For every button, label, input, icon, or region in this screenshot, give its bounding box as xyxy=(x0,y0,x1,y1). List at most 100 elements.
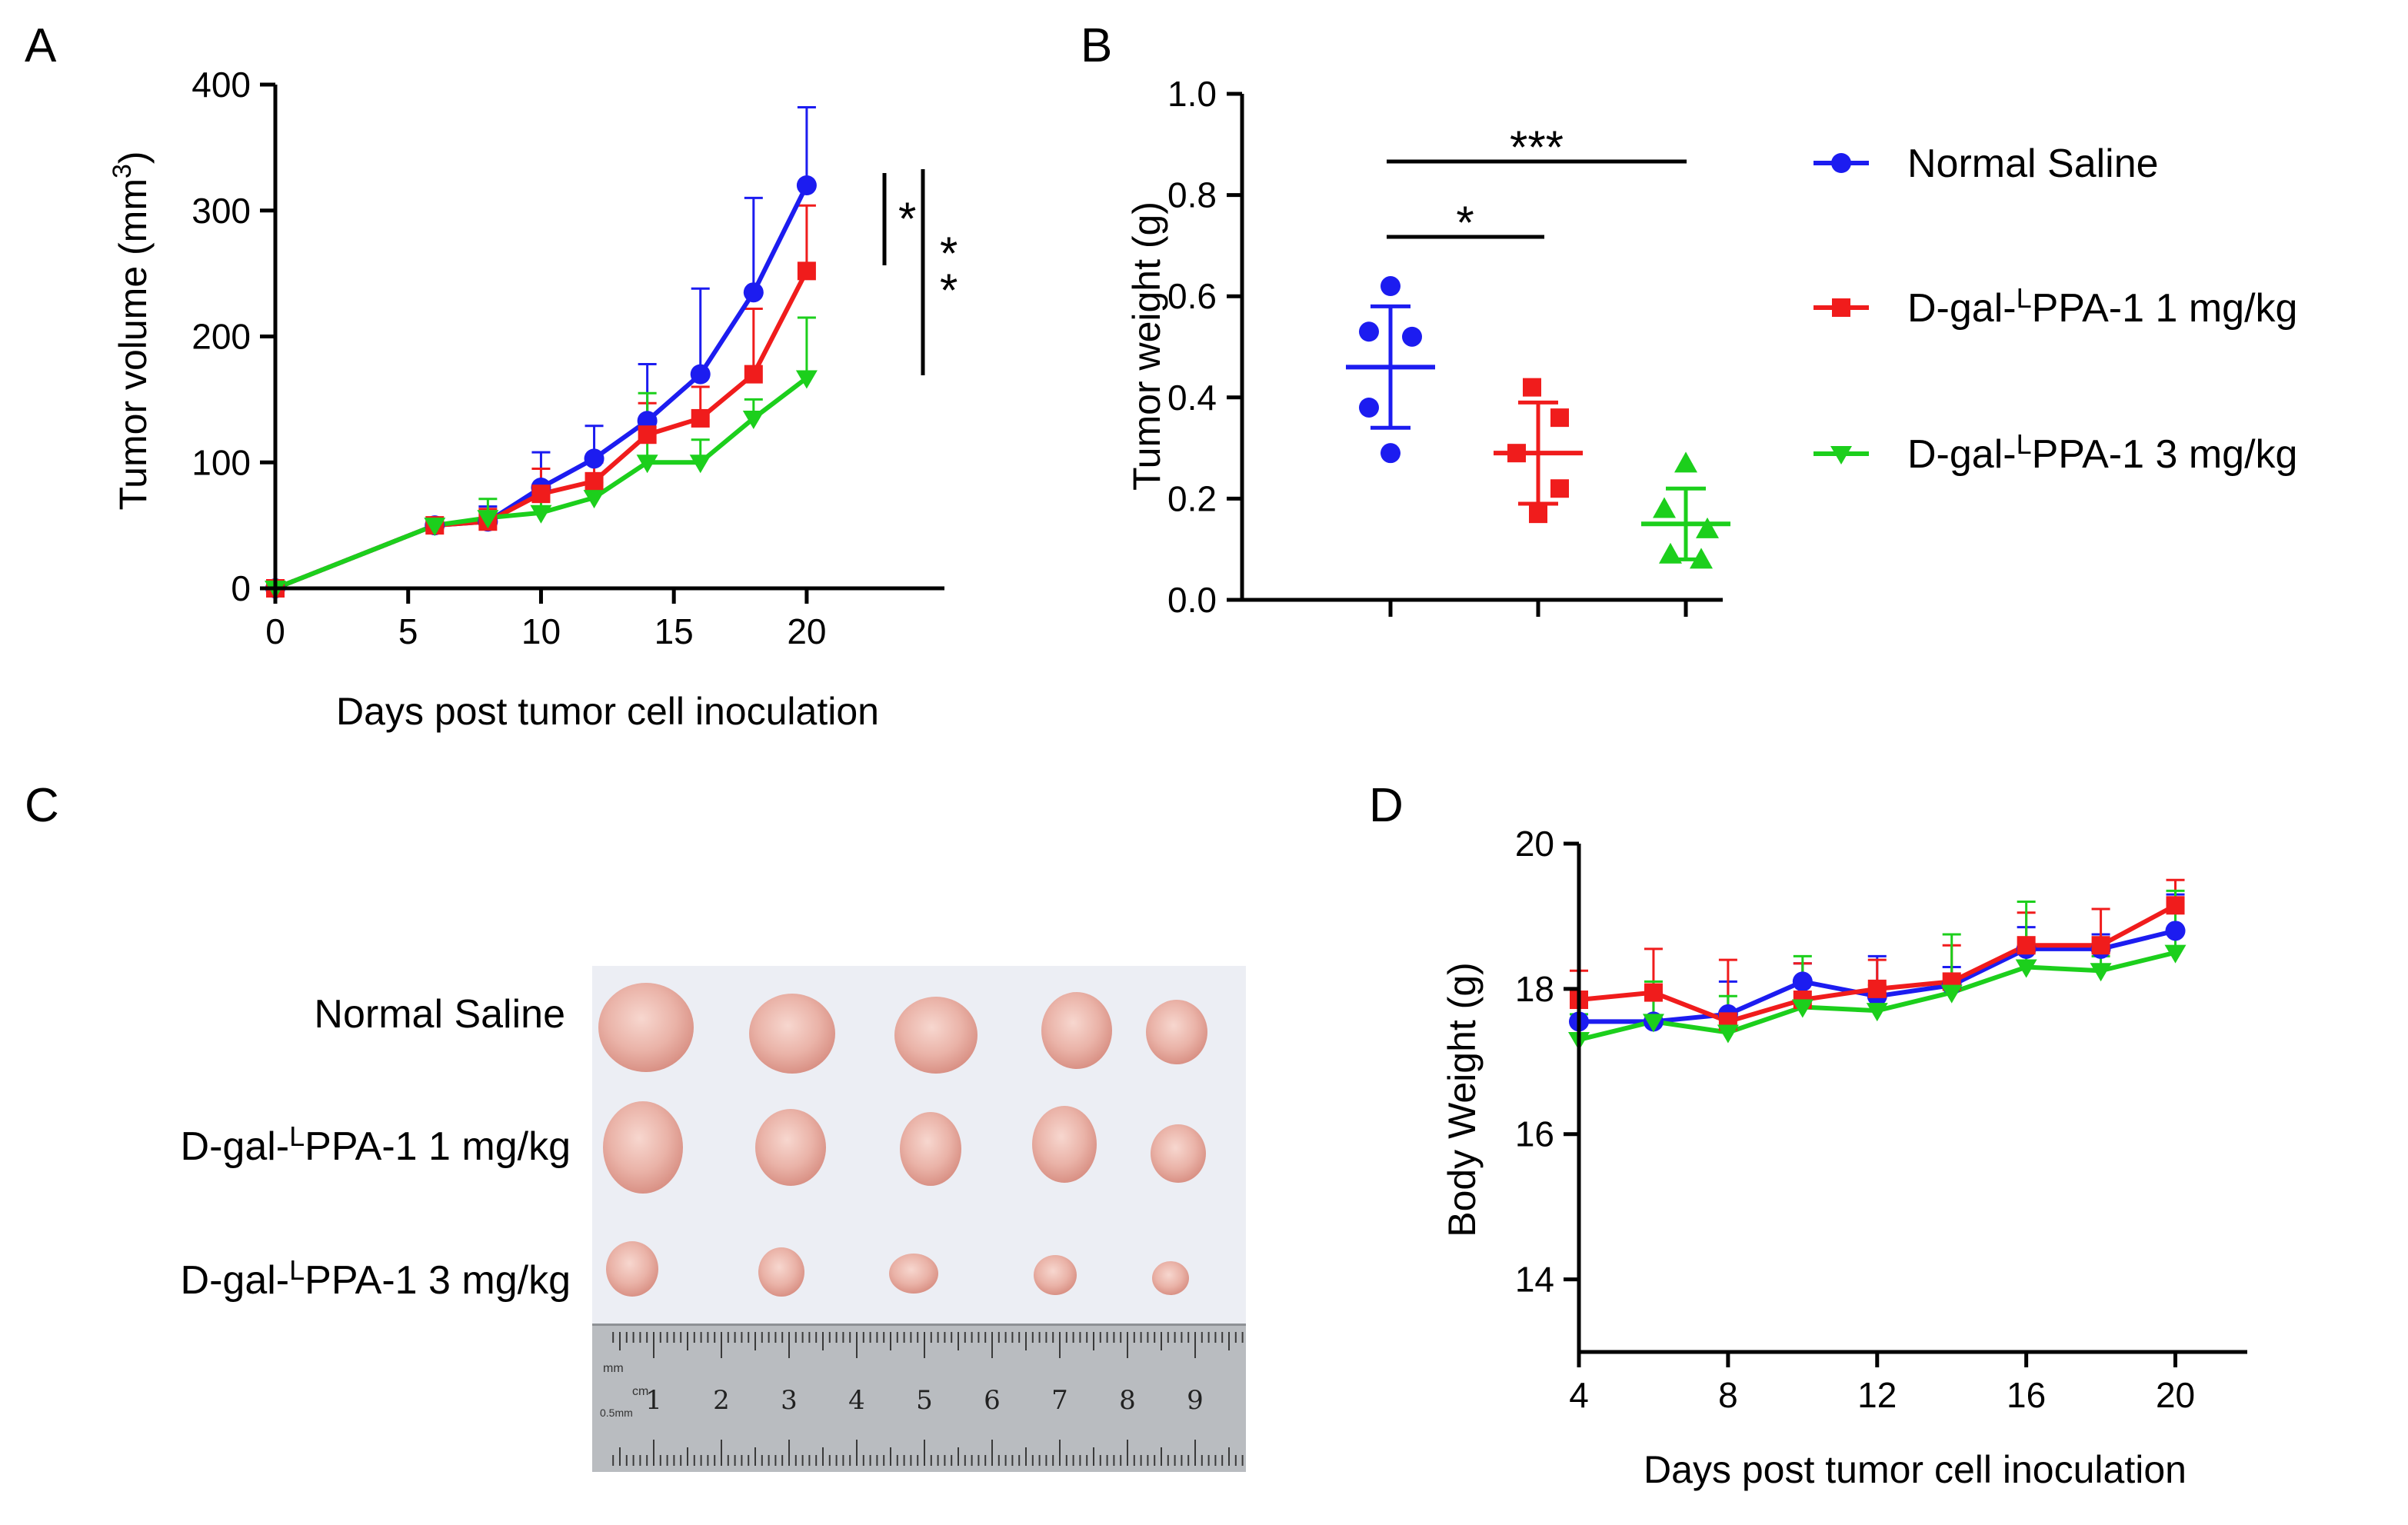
data-point xyxy=(1866,1003,1888,1022)
chart-a-ylabel: Tumor volume (mm3) xyxy=(108,151,155,510)
data-point xyxy=(477,510,499,529)
data-point xyxy=(1642,1014,1664,1033)
data-point xyxy=(1359,321,1379,342)
y-tick-label: 300 xyxy=(192,191,251,231)
data-point xyxy=(1381,276,1401,297)
y-tick-label: 20 xyxy=(1515,824,1554,864)
data-point xyxy=(796,175,817,195)
chart-b: 0.00.20.40.60.81.0 Tumor weight (g) *** … xyxy=(1125,74,1730,620)
ruler: mm cm 0.5mm 1 2 3 4 5 6 7 8 9 xyxy=(592,1324,1246,1472)
tumor-specimen xyxy=(606,1241,658,1297)
tumor-specimen xyxy=(900,1112,961,1186)
ruler-number: 1 xyxy=(645,1385,662,1416)
x-tick-label: 16 xyxy=(2007,1375,2046,1415)
data-point xyxy=(1867,979,1887,998)
data-point xyxy=(531,484,551,504)
ruler-number: 8 xyxy=(1119,1385,1136,1416)
photo-row-label-normal-saline: Normal Saline xyxy=(314,992,565,1037)
ruler-unit-mm: mm xyxy=(603,1362,624,1375)
chart-d-ylabel: Body Weight (g) xyxy=(1440,962,1484,1237)
data-point xyxy=(742,410,764,429)
x-tick-label: 4 xyxy=(1569,1375,1589,1415)
data-point xyxy=(1940,984,1963,1004)
data-point xyxy=(2015,959,2037,978)
y-tick-label: 100 xyxy=(192,442,251,482)
x-tick-label: 15 xyxy=(654,611,694,651)
x-tick-label: 8 xyxy=(1718,1375,1738,1415)
data-point xyxy=(1653,497,1676,518)
data-point xyxy=(1523,378,1541,397)
legend: Normal Saline D-gal-LPPA-1 1 mg/kg D-gal… xyxy=(1813,142,2297,477)
panel-label-c: C xyxy=(25,779,59,832)
chart-a-sig-star-3: * xyxy=(940,265,958,316)
data-point xyxy=(1674,451,1697,473)
data-point xyxy=(743,282,764,303)
ruler-number: 9 xyxy=(1187,1385,1204,1416)
tumor-specimen xyxy=(749,994,835,1074)
y-tick-label: 14 xyxy=(1515,1260,1554,1300)
data-point xyxy=(1359,397,1379,418)
tumor-row-normal-saline xyxy=(598,983,1207,1074)
data-point xyxy=(1381,443,1401,464)
tumor-specimen xyxy=(1032,1106,1097,1183)
data-point xyxy=(584,448,604,469)
chart-b-ylabel: Tumor weight (g) xyxy=(1125,201,1168,491)
tumor-specimen xyxy=(1041,992,1112,1069)
data-point xyxy=(2017,936,2036,955)
tumor-row-dose-3 xyxy=(606,1241,1189,1297)
data-point xyxy=(1791,999,1813,1018)
tumor-specimen xyxy=(603,1101,683,1194)
chart-b-sig-star-1: *** xyxy=(1510,122,1564,173)
chart-a-sig-star-1: * xyxy=(898,193,916,245)
y-tick-label: 0.6 xyxy=(1167,276,1217,316)
data-point xyxy=(797,261,816,281)
y-tick-label: 0.2 xyxy=(1167,478,1217,518)
ruler-number: 5 xyxy=(916,1385,933,1416)
tumor-specimen xyxy=(758,1247,804,1297)
ruler-unit-cm: cm xyxy=(632,1385,648,1398)
panel-label-d: D xyxy=(1369,779,1404,832)
data-point xyxy=(636,455,658,474)
data-point xyxy=(1644,983,1663,1002)
data-point xyxy=(744,365,763,384)
legend-marker-triangle-down xyxy=(1830,446,1852,464)
x-tick-label: 10 xyxy=(521,611,561,651)
chart-d-xlabel: Days post tumor cell inoculation xyxy=(1644,1448,2187,1491)
data-point xyxy=(690,364,711,385)
legend-item-dose-3: D-gal-LPPA-1 3 mg/kg xyxy=(1813,428,2297,477)
legend-label-normal-saline: Normal Saline xyxy=(1907,142,2159,186)
x-tick-label: 0 xyxy=(265,611,285,651)
ruler-number: 3 xyxy=(781,1385,798,1416)
y-tick-label: 1.0 xyxy=(1167,74,1217,114)
x-tick-label: 20 xyxy=(787,611,826,651)
data-point xyxy=(1717,1024,1739,1044)
ruler-number: 2 xyxy=(713,1385,730,1416)
tumor-specimen xyxy=(598,983,694,1072)
tumor-row-dose-1 xyxy=(603,1101,1206,1194)
chart-a-sig-star-2: * xyxy=(940,228,958,279)
tumor-specimen xyxy=(889,1254,938,1294)
ruler-number: 4 xyxy=(848,1385,865,1416)
chart-d: 4 8 12 16 20 14 16 18 20 Days post tumor cell in… xyxy=(1440,824,2247,1491)
data-point xyxy=(1402,326,1422,347)
legend-item-dose-1: D-gal-LPPA-1 1 mg/kg xyxy=(1813,282,2297,331)
data-point xyxy=(1550,479,1569,498)
y-tick-label: 0 xyxy=(231,568,251,608)
ruler-number: 6 xyxy=(984,1385,1001,1416)
data-point xyxy=(1690,548,1713,569)
data-point xyxy=(530,504,552,524)
chart-b-sig-star-2: * xyxy=(1456,197,1474,248)
chart-a-axes xyxy=(273,85,944,591)
data-point xyxy=(1792,971,1813,992)
data-point xyxy=(691,408,710,428)
tumor-specimen xyxy=(894,997,978,1074)
legend-label-dose-3: D-gal-LPPA-1 3 mg/kg xyxy=(1907,428,2297,477)
tumor-specimen xyxy=(1151,1124,1206,1183)
y-tick-label: 0.0 xyxy=(1167,580,1217,620)
data-point xyxy=(424,518,446,537)
x-tick-label: 20 xyxy=(2156,1375,2195,1415)
legend-label-dose-1: D-gal-LPPA-1 1 mg/kg xyxy=(1907,282,2297,331)
legend-marker-circle xyxy=(1831,153,1851,173)
tumor-specimen xyxy=(1152,1261,1189,1295)
